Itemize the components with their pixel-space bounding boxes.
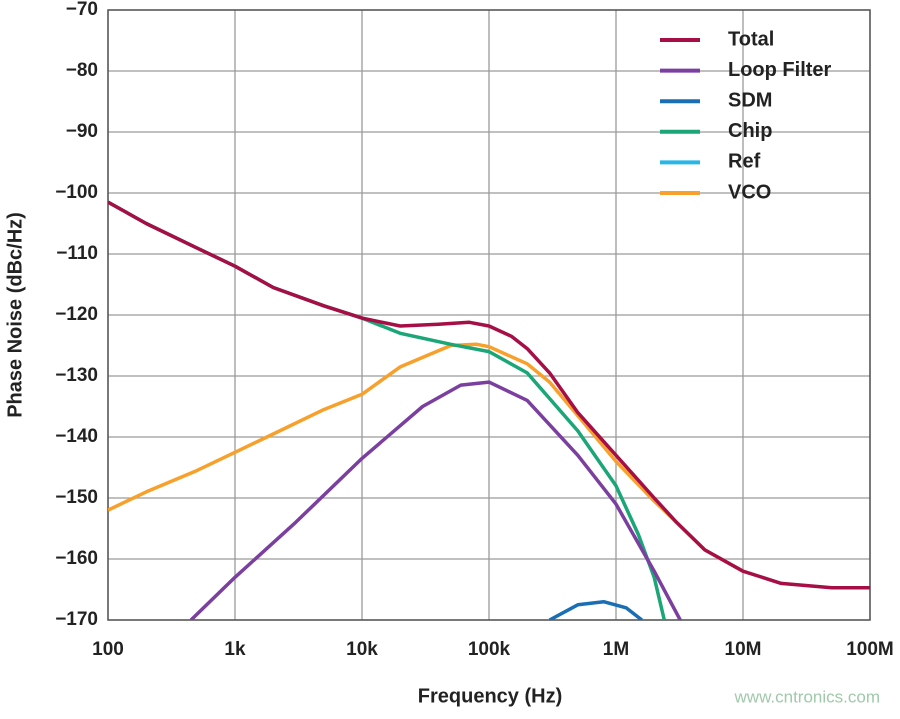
y-tick-label: −80	[66, 60, 98, 81]
legend-label: VCO	[728, 181, 771, 203]
legend-label: Chip	[728, 120, 772, 142]
legend-label: Total	[728, 28, 774, 50]
y-tick-label: −90	[66, 121, 98, 142]
x-tick-label: 100M	[846, 639, 894, 660]
series-line	[108, 342, 744, 573]
y-axis-title: Phase Noise (dBc/Hz)	[4, 212, 26, 418]
y-tick-label: −100	[55, 182, 98, 203]
x-tick-label: 10k	[346, 639, 378, 660]
y-tick-label: −170	[55, 609, 98, 630]
legend-label: Loop Filter	[728, 59, 832, 81]
series-line	[548, 599, 643, 620]
y-tick-label: −140	[55, 426, 98, 447]
y-tick-label: −130	[55, 365, 98, 386]
y-tick-label: −160	[55, 548, 98, 569]
y-tick-label: −120	[55, 304, 98, 325]
x-axis-title: Frequency (Hz)	[418, 685, 562, 707]
watermark: www.cntronics.com	[734, 687, 880, 706]
series-line	[108, 200, 870, 590]
x-tick-label: 100k	[468, 639, 511, 660]
y-tick-label: −150	[55, 487, 98, 508]
x-tick-label: 10M	[725, 639, 762, 660]
y-tick-label: −110	[56, 243, 98, 264]
x-tick-label: 100	[92, 639, 124, 660]
legend-label: SDM	[728, 89, 772, 111]
series-line	[108, 200, 667, 620]
y-tick-label: −70	[66, 0, 98, 20]
x-tick-label: 1M	[603, 639, 629, 660]
legend-label: Ref	[728, 151, 761, 173]
plot-frame	[107, 9, 871, 621]
x-tick-label: 1k	[224, 639, 246, 660]
series-line	[189, 380, 682, 620]
